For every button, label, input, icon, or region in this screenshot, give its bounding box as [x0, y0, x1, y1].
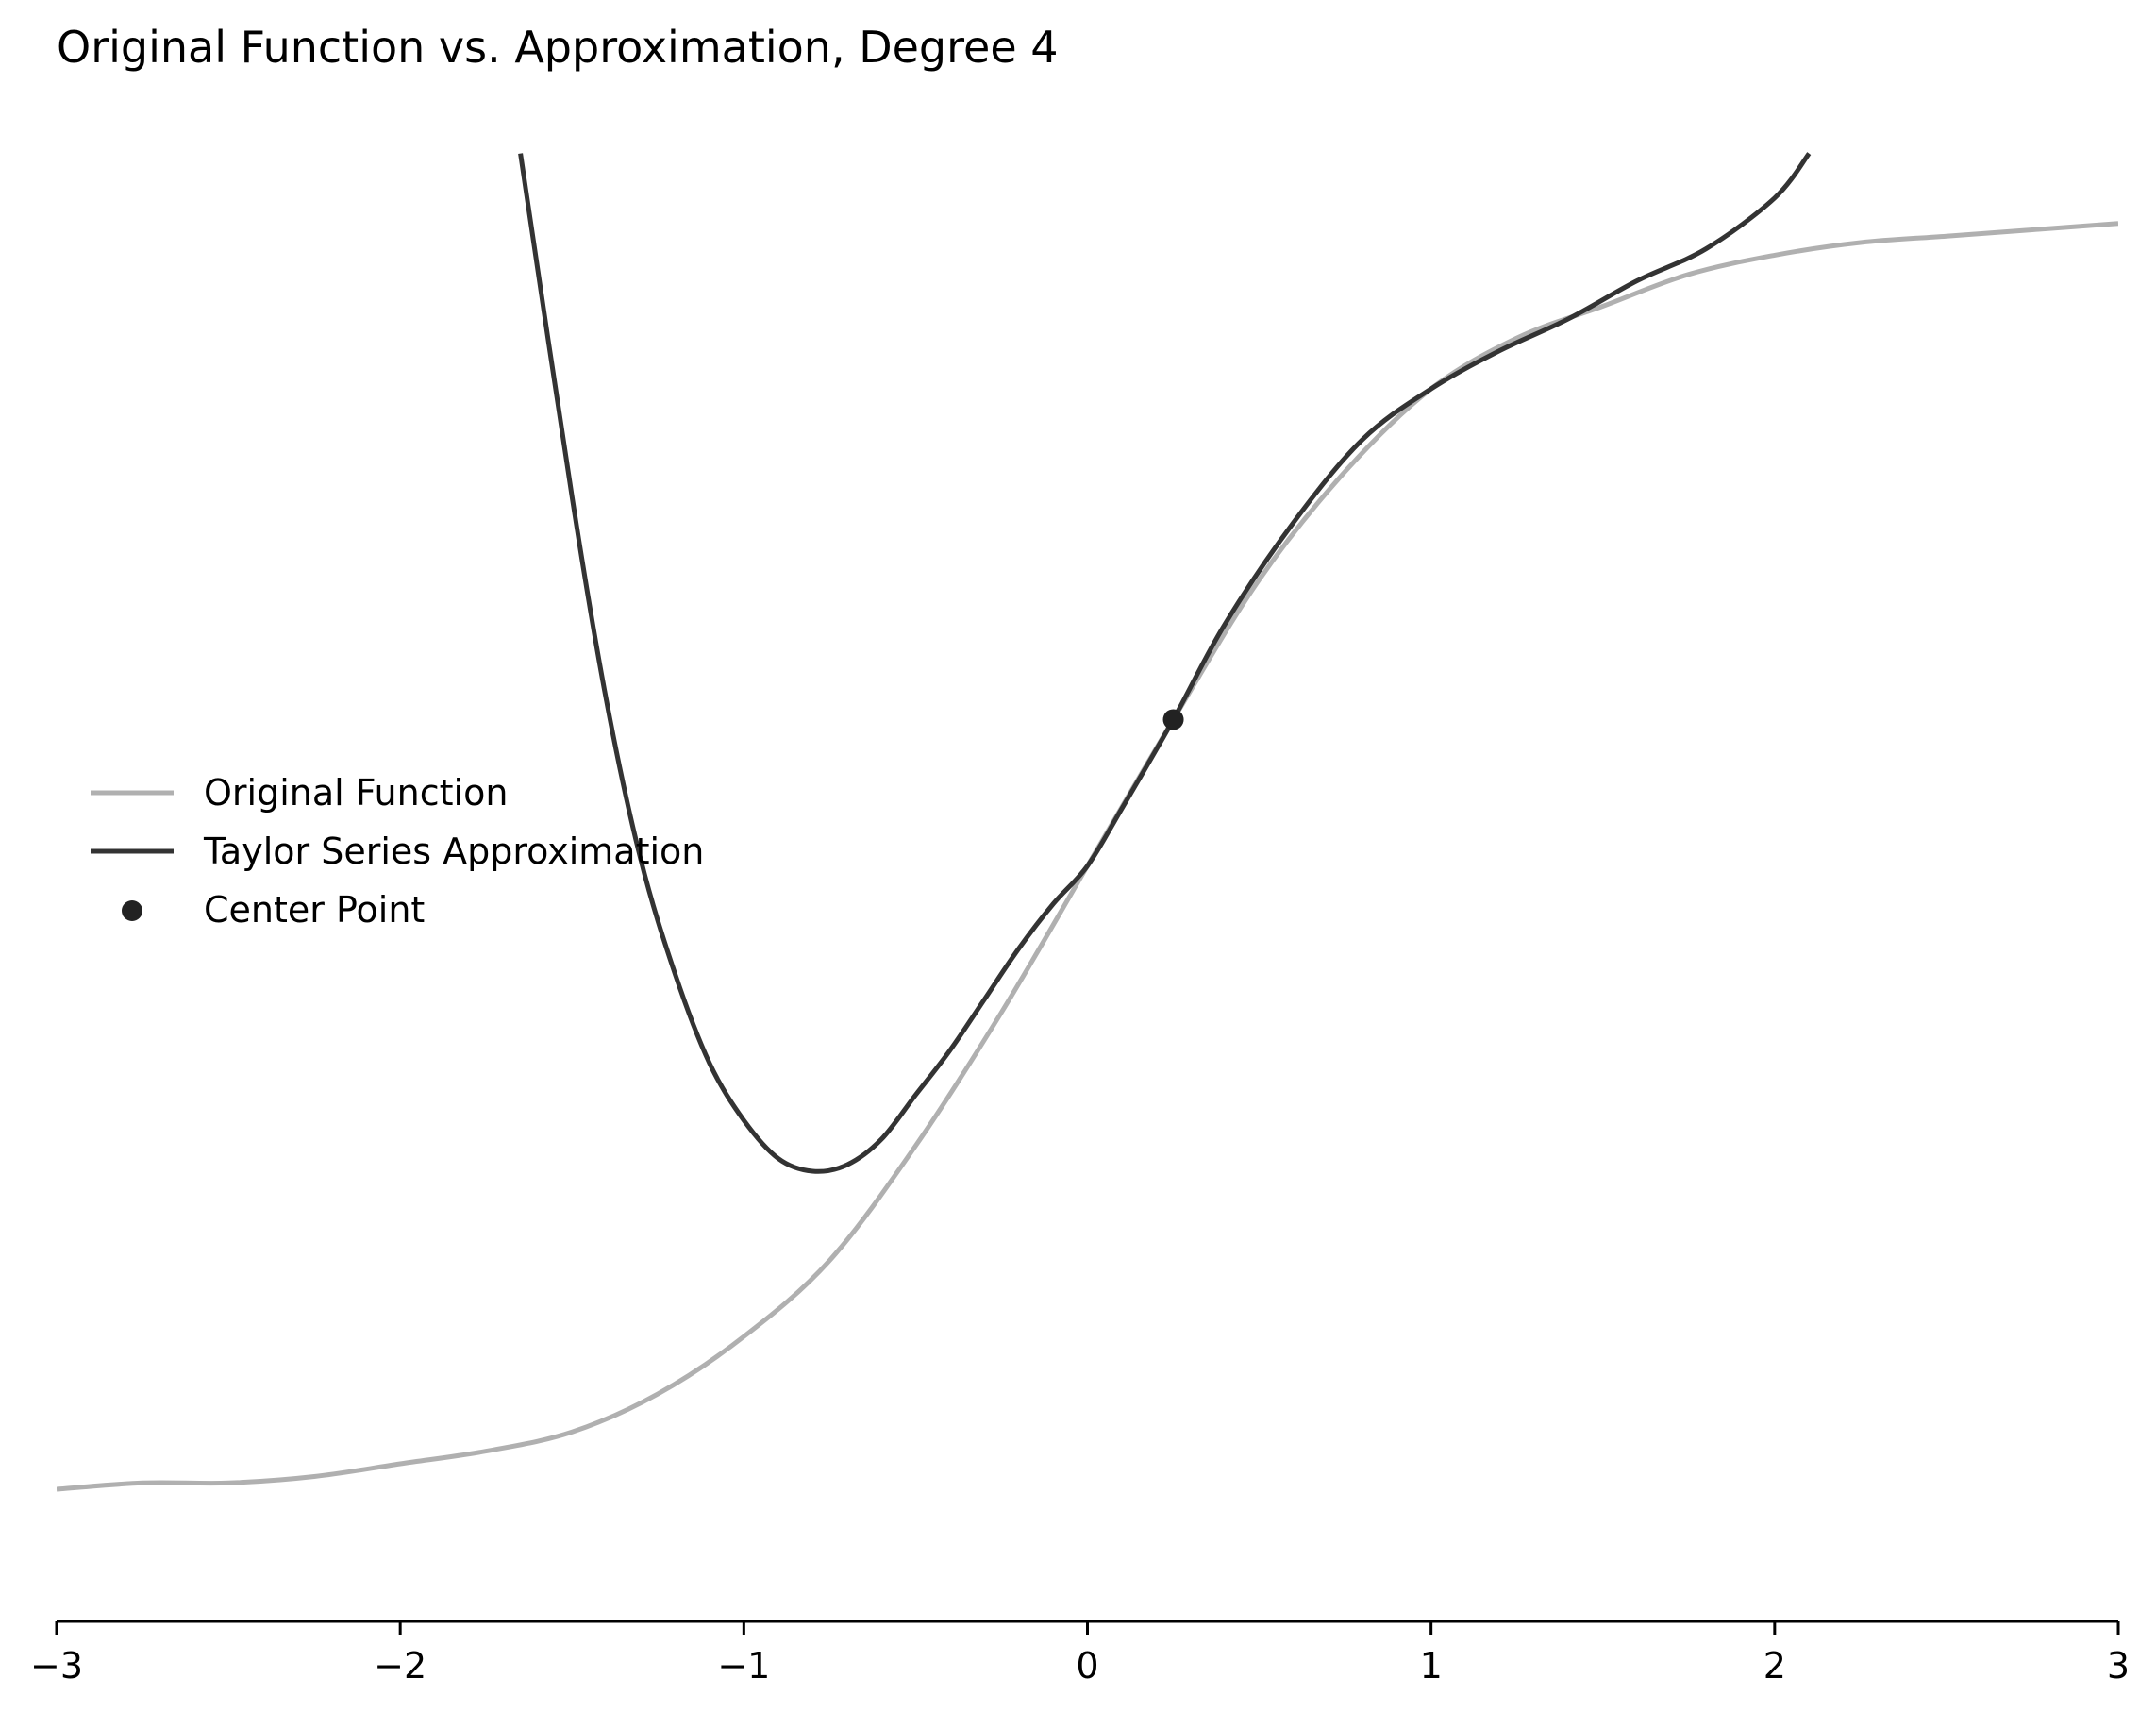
x-tick-label: 1: [1420, 1645, 1443, 1687]
point-center-point: [1162, 709, 1184, 730]
plot-area: [57, 152, 2118, 1492]
x-axis-ticks: −3 −2 −1 0 1 2 3: [30, 1621, 2130, 1687]
x-tick-label: 3: [2107, 1645, 2130, 1687]
legend: Original Function Taylor Series Approxim…: [91, 772, 704, 931]
chart-title: Original Function vs. Approximation, Deg…: [57, 22, 1059, 73]
x-tick-label: −2: [374, 1645, 426, 1687]
x-tick-label: −3: [30, 1645, 83, 1687]
legend-label-center-point: Center Point: [204, 889, 425, 931]
x-tick-label: −1: [717, 1645, 770, 1687]
series-line-taylor-series-approximation: [518, 152, 1812, 1174]
x-tick-label: 0: [1076, 1645, 1098, 1687]
legend-label-taylor-series-approximation: Taylor Series Approximation: [203, 831, 704, 872]
x-tick-label: 2: [1763, 1645, 1786, 1687]
legend-marker-center-point: [122, 900, 142, 921]
legend-label-original-function: Original Function: [204, 772, 508, 814]
